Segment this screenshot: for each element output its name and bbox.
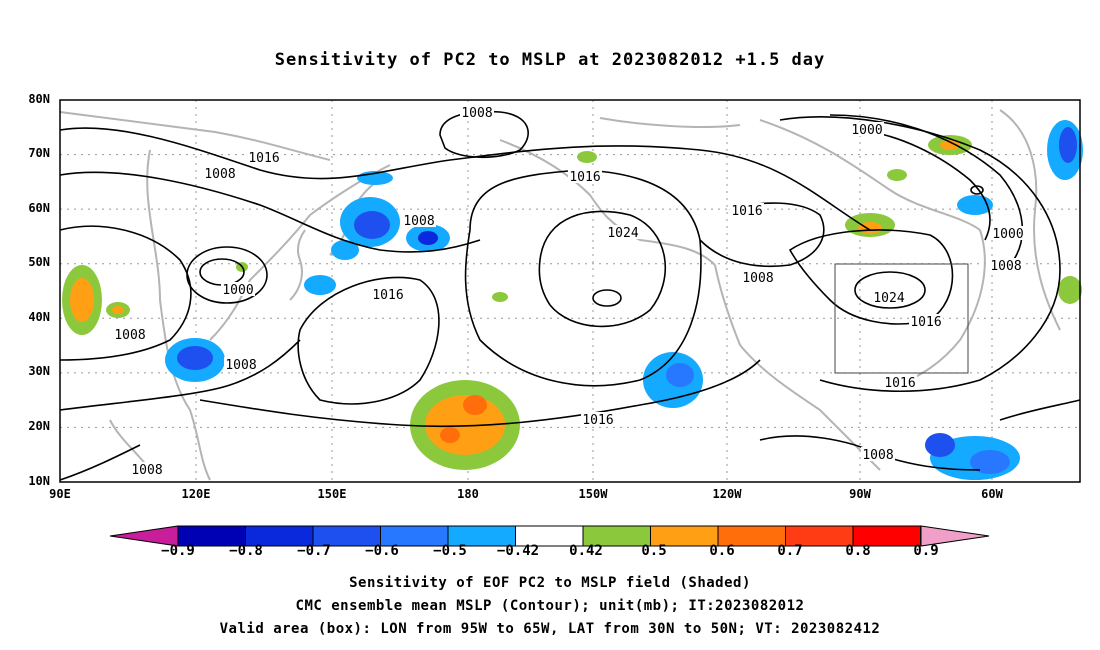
colorbar-label: 0.42	[569, 543, 603, 559]
colorbar-high-extend	[920, 525, 990, 547]
contour-label: 1008	[131, 463, 162, 478]
contour-label: 1008	[403, 214, 434, 229]
contour-label-bg	[861, 447, 895, 461]
sensitivity-shading	[62, 120, 1083, 480]
contour-label: 1008	[114, 328, 145, 343]
colorbar	[109, 525, 990, 547]
colorbar-label: −0.8	[229, 543, 263, 559]
contour-label-bg	[113, 327, 147, 341]
colorbar-boxes	[177, 525, 921, 547]
contour-label-bg	[402, 213, 436, 227]
lat-label: 80N	[28, 92, 50, 106]
contour-label-bg	[606, 225, 640, 239]
map-frame	[59, 99, 1081, 483]
colorbar-label: 0.5	[641, 543, 667, 559]
footer-line-2: CMC ensemble mean MSLP (Contour); unit(m…	[295, 598, 805, 614]
contour-label: 1024	[607, 226, 638, 241]
contour-label-bg	[568, 169, 602, 183]
colorbar-label: 0.7	[777, 543, 803, 559]
contour-label: 1016	[910, 315, 941, 330]
contour-label: 1016	[569, 170, 600, 185]
contour-labels: 1008 1016 1008 1016 1000 1016 1008 1024 1000 1008…	[113, 105, 1025, 478]
contour-label: 1008	[461, 106, 492, 121]
contour-label-bg	[247, 150, 281, 164]
lat-label: 40N	[28, 310, 50, 324]
colorbar-label: 0.8	[845, 543, 871, 559]
contour-label: 1024	[873, 291, 904, 306]
lon-label: 120E	[181, 487, 211, 501]
contour-label-bg	[221, 282, 255, 296]
colorbar-label: 0.9	[913, 543, 939, 559]
contour-label: 1016	[372, 288, 403, 303]
contour-label: 1016	[248, 151, 279, 166]
lat-label: 30N	[28, 364, 50, 378]
contour-label-bg	[730, 203, 764, 217]
contour-label: 1008	[204, 167, 235, 182]
contour-label: 1000	[851, 123, 882, 138]
footer-line-3: Valid area (box): LON from 95W to 65W, L…	[219, 621, 881, 637]
lat-label: 20N	[28, 419, 50, 433]
colorbar-label: −0.9	[161, 543, 195, 559]
contour-label: 1016	[582, 413, 613, 428]
contour-label-bg	[909, 314, 943, 328]
lat-label: 10N	[28, 474, 50, 488]
contour-label: 1008	[990, 259, 1021, 274]
lat-label: 50N	[28, 255, 50, 269]
colorbar-label: −0.6	[365, 543, 399, 559]
contour-label: 1000	[992, 227, 1023, 242]
contour-label-bg	[989, 258, 1023, 272]
colorbar-label: −0.7	[297, 543, 331, 559]
contour-label-bg	[872, 290, 906, 304]
colorbar-label: 0.6	[709, 543, 735, 559]
lon-label: 90E	[49, 487, 71, 501]
graticule	[59, 99, 1080, 483]
lon-label: 90W	[849, 487, 871, 501]
contour-label: 1008	[862, 448, 893, 463]
lat-label: 70N	[28, 146, 50, 160]
contour-label-bg	[371, 287, 405, 301]
valid-area-box	[834, 263, 969, 374]
lon-label: 60W	[981, 487, 1003, 501]
contour-label: 1016	[731, 204, 762, 219]
contour-label-bg	[460, 105, 494, 119]
contour-label-bg	[883, 375, 917, 389]
contour-label-bg	[130, 462, 164, 476]
contour-label-bg	[581, 412, 615, 426]
lon-label: 180	[457, 487, 479, 501]
colorbar-label: −0.5	[433, 543, 467, 559]
coastlines	[59, 109, 1061, 481]
contour-label: 1008	[225, 358, 256, 373]
contour-label: 1008	[742, 271, 773, 286]
lat-label: 60N	[28, 201, 50, 215]
contour-label-bg	[850, 122, 884, 136]
contour-label-bg	[203, 166, 237, 180]
contour-label: 1016	[884, 376, 915, 391]
contour-label-bg	[741, 270, 775, 284]
contour-label-bg	[991, 226, 1025, 240]
lon-label: 150W	[578, 487, 608, 501]
lon-label: 150E	[317, 487, 347, 501]
colorbar-label: −0.42	[496, 543, 540, 559]
chart-title: Sensitivity of PC2 to MSLP at 2023082012…	[274, 50, 826, 70]
contour-label-bg	[224, 357, 258, 371]
footer-line-1: Sensitivity of EOF PC2 to MSLP field (Sh…	[349, 575, 751, 591]
contour-label: 1000	[222, 283, 253, 298]
lon-label: 120W	[712, 487, 742, 501]
